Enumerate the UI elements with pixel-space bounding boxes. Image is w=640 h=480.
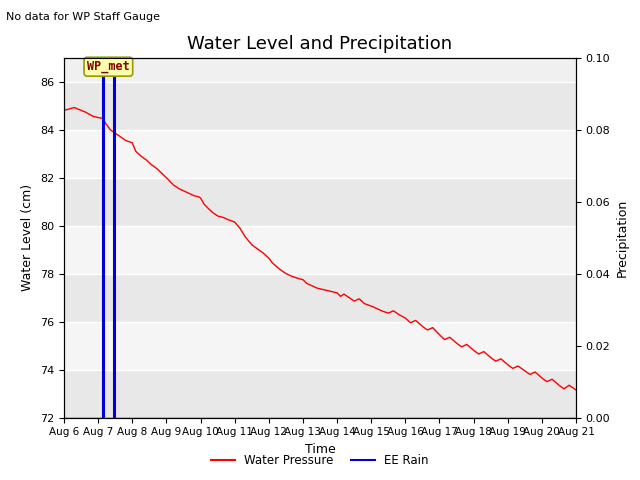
Legend: Water Pressure, EE Rain: Water Pressure, EE Rain xyxy=(207,449,433,472)
Bar xyxy=(64,130,576,178)
Bar xyxy=(64,226,576,274)
Bar xyxy=(64,82,576,130)
Bar xyxy=(64,274,576,322)
Bar xyxy=(64,178,576,226)
Text: No data for WP Staff Gauge: No data for WP Staff Gauge xyxy=(6,12,161,22)
Y-axis label: Precipitation: Precipitation xyxy=(616,198,629,277)
X-axis label: Time: Time xyxy=(305,443,335,456)
Y-axis label: Water Level (cm): Water Level (cm) xyxy=(22,184,35,291)
Title: Water Level and Precipitation: Water Level and Precipitation xyxy=(188,35,452,53)
Bar xyxy=(64,322,576,370)
Text: WP_met: WP_met xyxy=(87,60,130,73)
Bar xyxy=(64,370,576,418)
